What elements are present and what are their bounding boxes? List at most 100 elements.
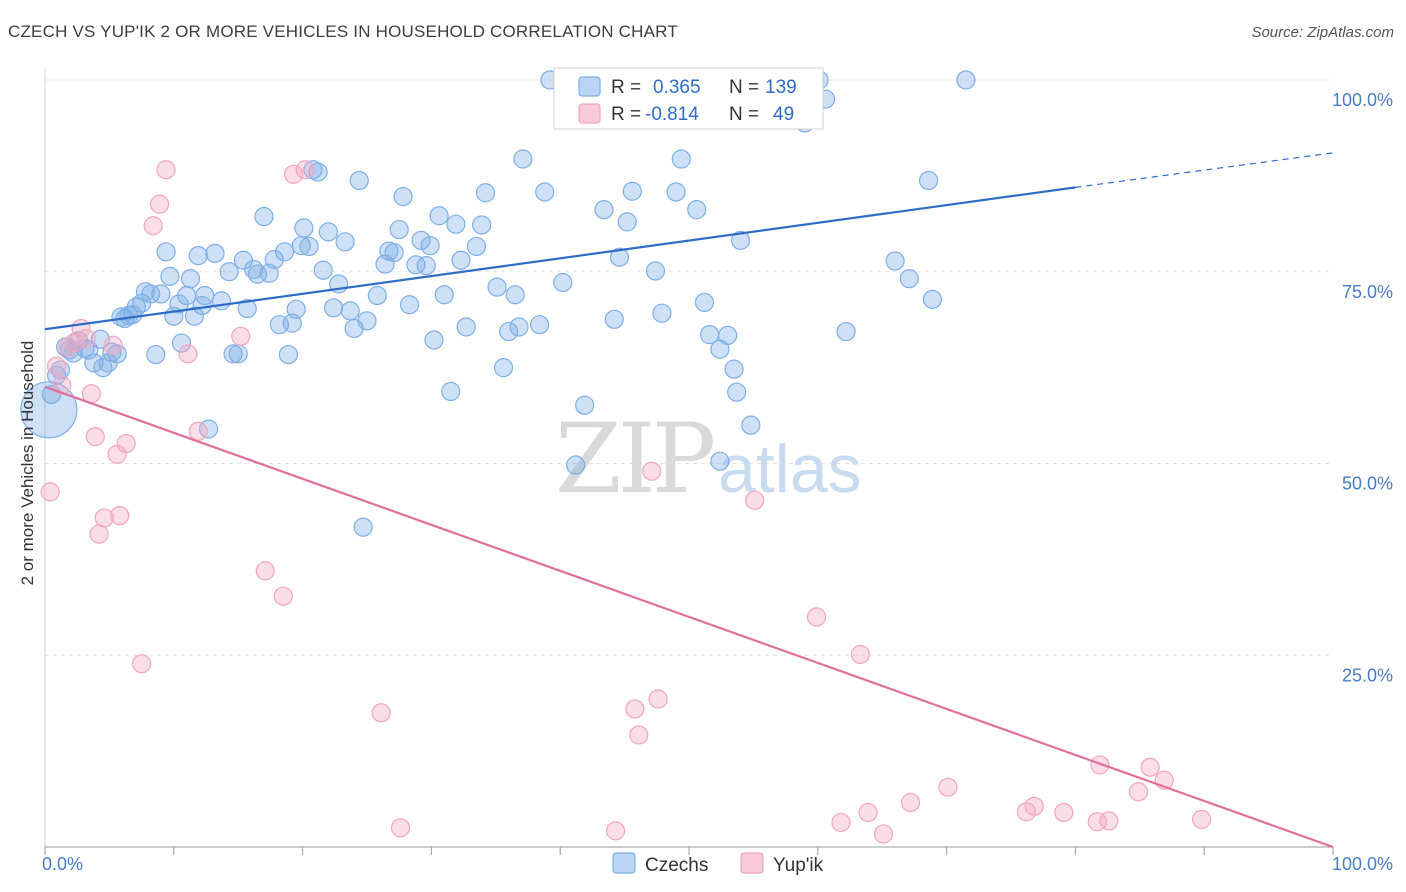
czechs-point <box>487 277 507 297</box>
watermark: ZIP atlas <box>555 403 862 515</box>
yupik-point <box>1192 809 1212 829</box>
yupik-point <box>89 524 109 544</box>
czechs-point <box>622 181 642 201</box>
czechs-point <box>451 250 471 270</box>
legend-yupik-swatch <box>578 103 601 124</box>
legend-czechs-n-value: 139 <box>765 77 797 98</box>
y-axis-title: 2 or more Vehicles in Household <box>18 341 37 586</box>
yupik-point <box>283 164 304 184</box>
czechs-point <box>694 292 715 313</box>
czechs-point <box>420 236 440 256</box>
y-tick-label: 75.0% <box>1342 282 1393 302</box>
czechs-point <box>446 214 466 234</box>
chart-title: CZECH VS YUP'IK 2 OR MORE VEHICLES IN HO… <box>8 22 678 41</box>
czechs-point <box>367 285 387 306</box>
yupik-point <box>116 433 136 454</box>
yupik-point <box>850 644 870 665</box>
czechs-point <box>205 243 225 263</box>
czechs-point <box>340 301 360 321</box>
czechs-point <box>399 295 420 315</box>
watermark-atlas: atlas <box>718 431 862 507</box>
czechs-point <box>718 325 738 346</box>
yupik-point <box>85 427 105 447</box>
czechs-point <box>456 317 476 337</box>
czechs-point <box>171 333 192 353</box>
grid-lines <box>45 79 1333 656</box>
czechs-trend-extension <box>1075 152 1334 188</box>
yupik-point <box>76 328 96 349</box>
axes <box>44 68 1334 855</box>
yupik-point <box>156 160 176 180</box>
czechs-point <box>645 261 666 281</box>
yupik-point <box>873 824 894 844</box>
yupik-point <box>629 725 649 745</box>
yupik-point <box>255 561 275 581</box>
legend-czechs-swatch <box>578 76 601 97</box>
series-czechs-points <box>20 70 976 537</box>
yupik-point <box>132 654 152 674</box>
czechs-point <box>286 299 306 319</box>
czechs-point <box>666 182 686 202</box>
czechs-point <box>254 206 274 227</box>
czechs-point <box>604 309 624 329</box>
x-tick-label: 100.0% <box>1332 854 1393 874</box>
czechs-point <box>294 218 314 238</box>
czechs-point <box>429 206 449 226</box>
czechs-point <box>727 382 747 402</box>
czechs-point <box>553 272 573 293</box>
yupik-point <box>745 490 765 510</box>
yupik-point <box>642 461 662 481</box>
czechs-point <box>434 285 454 305</box>
czechs-point <box>710 451 730 471</box>
yupik-point <box>103 335 123 355</box>
x-tick-label: 0.0% <box>42 854 83 874</box>
yupik-point <box>1090 755 1110 775</box>
legend-czechs-r-label: R = <box>611 77 641 98</box>
czechs-point <box>335 232 355 252</box>
czechs-point <box>499 321 519 342</box>
czechs-point <box>513 149 533 169</box>
yupik-point <box>94 508 114 528</box>
yupik-point <box>178 344 198 364</box>
yupik-point <box>231 326 251 346</box>
czechs-point <box>274 242 295 262</box>
czechs-point <box>411 230 431 250</box>
czechs-point <box>195 285 215 306</box>
czechs-point <box>535 182 555 202</box>
czechs-point <box>211 291 232 311</box>
yupik-point <box>52 375 72 395</box>
czechs-point <box>416 256 436 276</box>
yupik-point <box>371 703 391 723</box>
czechs-point <box>180 269 201 289</box>
y-tick-label: 100.0% <box>1332 90 1393 110</box>
czechs-point <box>918 170 939 191</box>
legend-czechs-n-label: N = <box>729 77 759 98</box>
legend-yupik-r-value: -0.814 <box>645 104 699 125</box>
czechs-point <box>323 298 344 318</box>
czechs-point <box>349 170 369 191</box>
czechs-point <box>493 358 514 378</box>
yupik-point <box>648 689 668 709</box>
yupik-point <box>625 699 645 719</box>
czechs-point <box>441 381 461 402</box>
czechs-trend-line <box>44 186 1076 331</box>
y-tick-label: 25.0% <box>1342 665 1393 685</box>
czechs-point <box>264 249 284 270</box>
y-tick-label: 50.0% <box>1342 474 1393 494</box>
yupik-point <box>1024 796 1044 816</box>
czechs-point <box>223 344 243 364</box>
czechs-point <box>475 183 496 203</box>
czechs-point <box>357 311 377 331</box>
czechs-point <box>177 285 197 306</box>
czechs-point <box>278 344 299 365</box>
czechs-point <box>424 330 444 350</box>
czechs-point <box>20 381 78 439</box>
yupik-point <box>150 194 170 214</box>
correlation-legend: R = 0.365 N = 139 R = -0.814 N = 49 <box>553 67 824 130</box>
yupik-point <box>858 802 878 823</box>
czechs-point <box>141 284 161 304</box>
source-label: Source: ZipAtlas.com <box>1251 24 1394 41</box>
bottom-legend-yupik-swatch <box>740 852 764 874</box>
czechs-point <box>228 344 248 364</box>
